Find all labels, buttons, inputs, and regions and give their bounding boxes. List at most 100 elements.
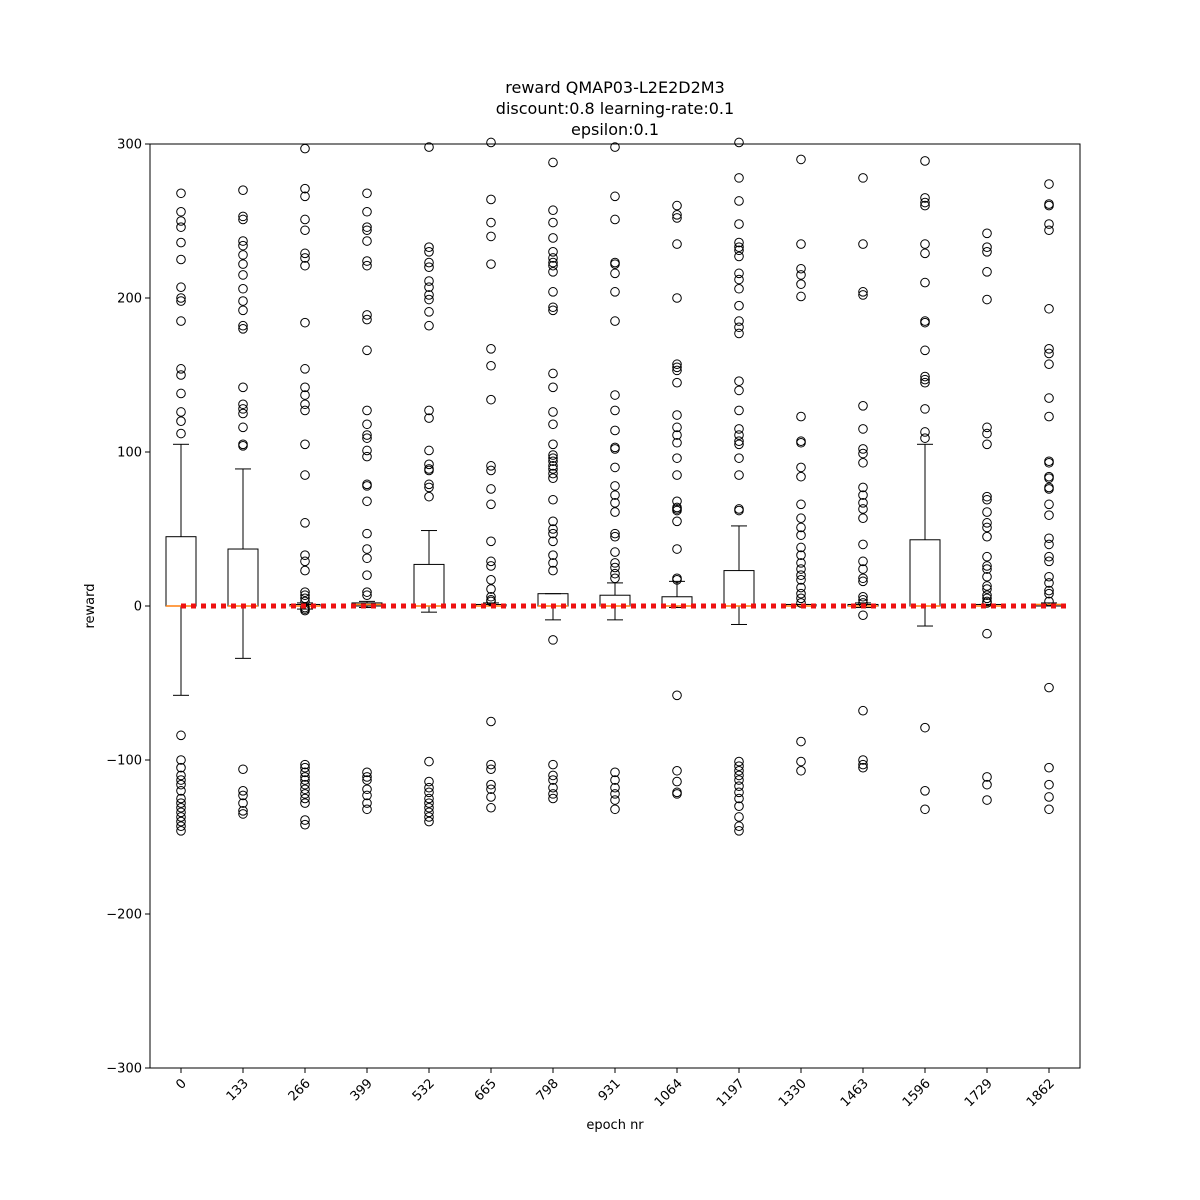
outlier-point	[486, 194, 496, 205]
outlier-point	[858, 504, 868, 514]
outlier-point	[486, 792, 496, 802]
outlier-point	[548, 253, 558, 263]
outlier-point	[796, 564, 806, 574]
x-tick-label: 1596	[900, 1076, 934, 1110]
outlier-point	[982, 551, 992, 562]
outlier-point	[424, 307, 434, 317]
outlier-point	[672, 365, 682, 376]
outlier-point	[1044, 804, 1054, 815]
outlier-point	[1044, 682, 1054, 693]
outlier-point	[548, 464, 558, 474]
outlier-point	[858, 539, 868, 550]
outlier-point	[300, 382, 310, 393]
outlier-point	[858, 173, 868, 183]
outlier-point	[300, 214, 310, 225]
outlier-point	[734, 274, 744, 285]
y-tick-label: 0	[134, 600, 142, 615]
outlier-point	[796, 471, 806, 482]
outlier-point	[424, 798, 434, 808]
outlier-point	[300, 815, 310, 825]
outlier-point	[982, 507, 992, 517]
outlier-point	[610, 531, 620, 542]
outlier-point	[300, 767, 310, 778]
outlier-point	[672, 293, 682, 303]
outlier-point	[362, 430, 372, 440]
outlier-point	[1044, 179, 1054, 189]
outlier-point	[424, 807, 434, 818]
y-tick-label: 100	[117, 446, 142, 461]
outlier-point	[672, 213, 682, 223]
outlier-point	[1044, 219, 1054, 229]
outlier-point	[610, 259, 620, 269]
outlier-point	[858, 498, 868, 508]
outlier-point	[796, 570, 806, 581]
outlier-point	[176, 222, 186, 232]
outlier-point	[610, 191, 620, 202]
x-tick-label: 1862	[1024, 1076, 1058, 1110]
outlier-point	[982, 518, 992, 528]
outlier-point	[362, 804, 372, 815]
outlier-point	[796, 765, 806, 776]
outlier-point	[1044, 571, 1054, 582]
outlier-point	[238, 283, 248, 294]
outlier-point	[176, 206, 186, 217]
outlier-point	[796, 756, 806, 767]
outlier-point	[362, 590, 372, 601]
outlier-point	[1044, 359, 1054, 370]
outlier-point	[238, 399, 248, 410]
outlier-point	[734, 322, 744, 333]
outlier-point	[982, 522, 992, 533]
outlier-point	[610, 316, 620, 326]
outlier-point	[548, 257, 558, 268]
outlier-point	[300, 317, 310, 328]
outlier-point	[300, 590, 310, 601]
box	[165, 536, 197, 607]
outlier-point	[362, 314, 372, 325]
outlier-point	[858, 287, 868, 297]
x-tick-label: 665	[472, 1076, 500, 1104]
outlier-point	[734, 761, 744, 771]
x-tick-label: 1197	[714, 1076, 748, 1110]
outlier-point	[734, 300, 744, 311]
outlier-point	[362, 433, 372, 443]
outlier-point	[1044, 225, 1054, 236]
outlier-point	[672, 410, 682, 420]
outlier-point	[1044, 779, 1054, 790]
outlier-point	[424, 465, 434, 476]
outlier-point	[424, 776, 434, 787]
outlier-point	[672, 359, 682, 370]
outlier-point	[362, 445, 372, 456]
outlier-point	[734, 439, 744, 450]
outlier-point	[610, 507, 620, 517]
outlier-point	[238, 296, 248, 306]
outlier-point	[734, 436, 744, 447]
x-tick-label: 399	[348, 1076, 376, 1104]
outlier-point	[238, 786, 248, 796]
outlier-point	[548, 775, 558, 785]
outlier-point	[176, 216, 186, 226]
outlier-point	[238, 404, 248, 414]
outlier-point	[424, 247, 434, 257]
outlier-point	[734, 424, 744, 434]
outlier-point	[982, 772, 992, 782]
outlier-point	[610, 775, 620, 785]
outlier-point	[796, 558, 806, 568]
outlier-point	[424, 320, 434, 331]
x-tick-label: 931	[596, 1076, 624, 1104]
x-tick-label: 1729	[962, 1076, 996, 1110]
outlier-point	[486, 499, 496, 510]
outlier-point	[548, 494, 558, 505]
outlier-point	[548, 468, 558, 479]
outlier-point	[1044, 556, 1054, 567]
outlier-point	[548, 473, 558, 483]
outlier-point	[672, 789, 682, 799]
outlier-point	[672, 575, 682, 585]
outlier-point	[238, 305, 248, 316]
outlier-point	[486, 394, 496, 405]
outlier-point	[796, 575, 806, 585]
outlier-point	[1044, 762, 1054, 773]
outlier-point	[920, 239, 930, 249]
outlier-point	[362, 544, 372, 554]
outlier-point	[796, 291, 806, 302]
outlier-point	[734, 775, 744, 785]
